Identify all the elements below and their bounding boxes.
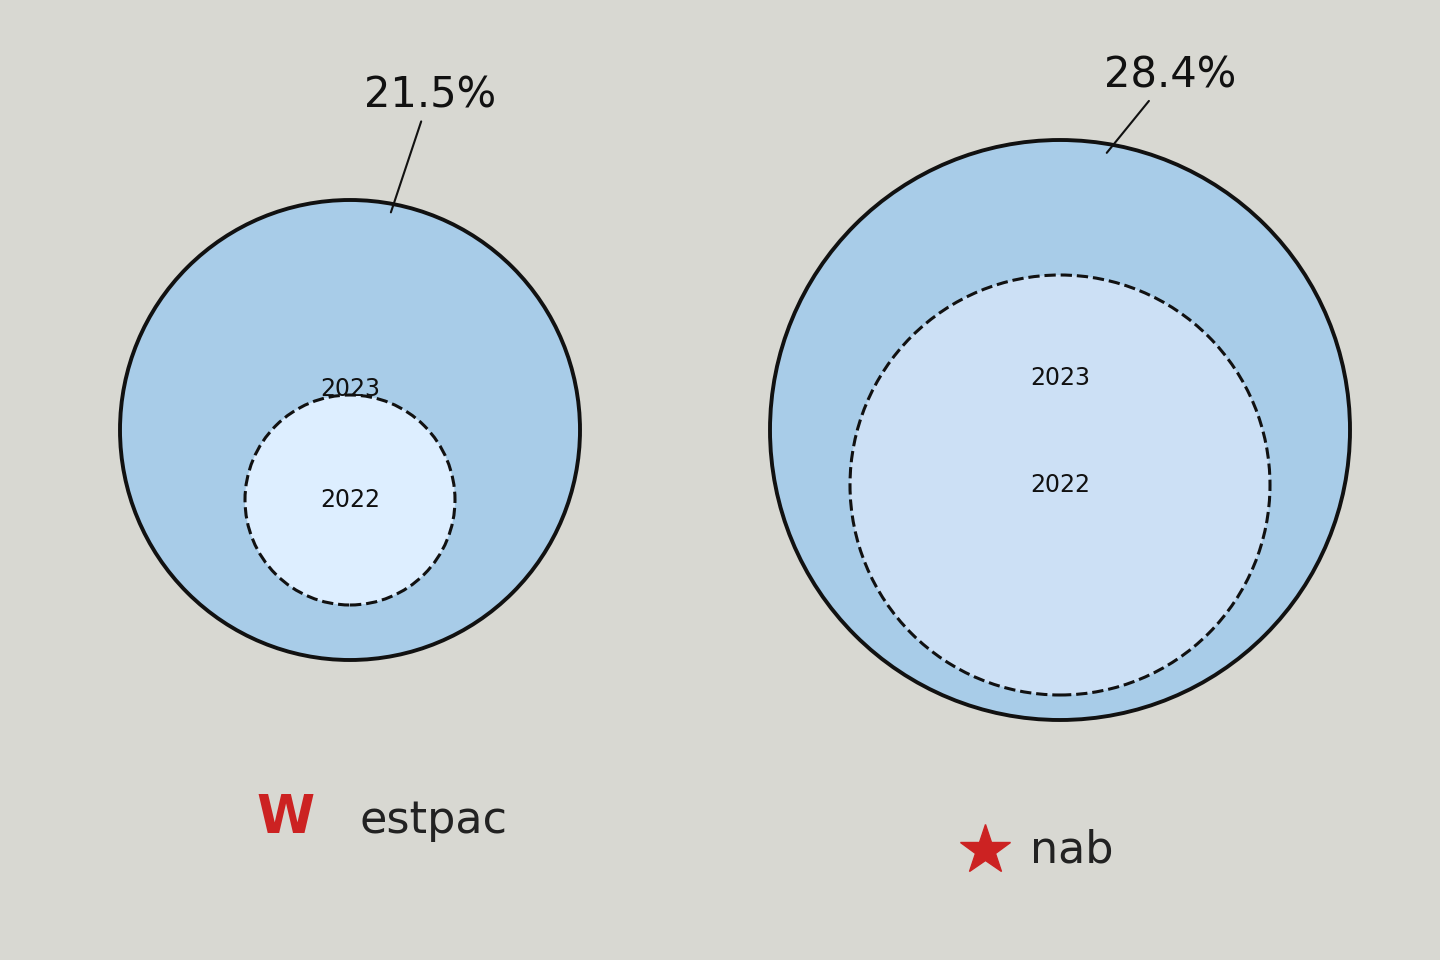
Circle shape <box>850 275 1270 695</box>
Text: 21.5%: 21.5% <box>364 74 495 212</box>
Text: nab: nab <box>1030 828 1113 872</box>
Circle shape <box>770 140 1351 720</box>
Text: estpac: estpac <box>360 799 508 842</box>
Text: W: W <box>256 792 314 844</box>
Text: 2023: 2023 <box>320 376 380 400</box>
Circle shape <box>245 395 455 605</box>
Text: 28.4%: 28.4% <box>1104 54 1236 153</box>
Text: 2022: 2022 <box>320 488 380 512</box>
Text: 2023: 2023 <box>1030 366 1090 390</box>
Text: 2022: 2022 <box>1030 473 1090 497</box>
Circle shape <box>120 200 580 660</box>
